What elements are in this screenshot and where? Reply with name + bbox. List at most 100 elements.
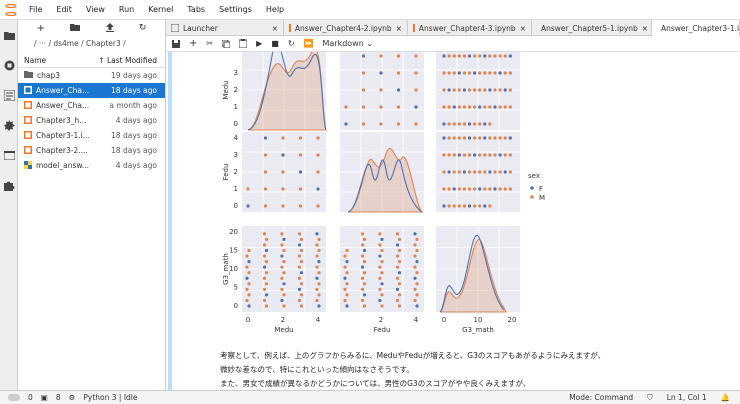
scatter-point xyxy=(362,271,367,275)
tab-label: Answer_Chapter4-2.ipynb xyxy=(294,23,392,33)
tab-answer-chapter4-2[interactable]: Answer_Chapter4-2.ipynb × xyxy=(284,20,408,36)
scatter-point xyxy=(413,265,417,269)
scatter-point xyxy=(473,136,477,140)
scatter-point xyxy=(297,276,302,280)
tab-answer-chapter4-3[interactable]: Answer_Chapter4-3.ipynb × xyxy=(408,20,532,36)
notebook-area[interactable]: Medu Fedu G3_math 0 1 2 3 0 1 2 3 4 0 5 10 15 20 0 2 4 2 4 0 10… xyxy=(166,52,740,390)
run-icon[interactable]: ▶ xyxy=(256,39,263,48)
save-icon[interactable] xyxy=(172,39,180,48)
file-name: Answer_Cha... xyxy=(24,100,109,111)
scatter-point xyxy=(362,248,367,253)
scatter-point xyxy=(245,254,249,258)
menu-settings[interactable]: Settings xyxy=(219,4,252,14)
scatter-point xyxy=(315,232,319,236)
tab-answer-chapter3-1[interactable]: Answer_Chapter3-1.ipynb xyxy=(652,20,740,36)
scatter-point xyxy=(457,170,461,174)
close-icon[interactable]: × xyxy=(641,23,649,33)
close-icon[interactable]: × xyxy=(395,23,402,33)
scatter-point xyxy=(395,243,400,247)
scatter-point xyxy=(503,153,507,157)
commands-icon[interactable] xyxy=(0,80,18,110)
running-icon[interactable] xyxy=(0,50,18,80)
tabs-icon[interactable] xyxy=(0,140,18,170)
menu-view[interactable]: View xyxy=(85,4,105,14)
file-list-item[interactable]: model_answ... 4 days ago xyxy=(18,158,165,173)
scatter-point xyxy=(462,187,466,191)
scatter-point xyxy=(483,54,487,58)
scatter-point xyxy=(442,204,446,208)
tab-launcher[interactable]: Launcher × xyxy=(166,20,284,36)
paste-icon[interactable] xyxy=(239,39,248,48)
file-list-item[interactable]: chap3 19 days ago xyxy=(18,68,165,83)
scatter-point xyxy=(473,88,477,92)
menu-help[interactable]: Help xyxy=(265,4,285,14)
stop-icon[interactable]: ■ xyxy=(271,39,279,48)
menu-file[interactable]: File xyxy=(29,4,43,14)
tab-answer-chapter5-1[interactable]: Answer_Chapter5-1.ipynb × xyxy=(532,20,652,36)
close-icon[interactable]: × xyxy=(271,23,278,33)
scatter-point xyxy=(316,204,320,208)
menu-run[interactable]: Run xyxy=(118,4,135,14)
property-inspector-icon[interactable] xyxy=(0,110,18,140)
cut-icon[interactable]: ✂ xyxy=(206,39,214,48)
upload-icon[interactable] xyxy=(105,22,114,34)
scatter-point xyxy=(483,122,487,126)
scatter-point xyxy=(344,105,348,109)
x-axis-label: Fedu xyxy=(374,326,391,334)
cursor-position[interactable]: Ln 1, Col 1 xyxy=(666,393,707,402)
close-icon[interactable]: × xyxy=(519,23,526,33)
scatter-point xyxy=(467,88,472,92)
column-modified-header[interactable]: ↑ Last Modified xyxy=(98,56,157,65)
scatter-point xyxy=(457,136,461,140)
markdown-line-1: 考察として、例えば、上のグラフからみるに、MeduやFeduが増えると、G3のス… xyxy=(220,351,606,360)
scatter-point xyxy=(297,287,302,291)
folder-icon[interactable] xyxy=(0,20,18,50)
menu-bar: File Edit View Run Kernel Tabs Settings … xyxy=(0,0,740,20)
menu-kernel[interactable]: Kernel xyxy=(148,4,174,14)
new-launcher-button[interactable]: + xyxy=(36,22,46,34)
scatter-point xyxy=(299,248,304,253)
scatter-point xyxy=(493,71,497,75)
y-tick-label: 3 xyxy=(234,69,238,77)
scatter-point xyxy=(447,71,451,75)
file-list-item[interactable]: Answer_Cha... 18 days ago xyxy=(18,83,165,98)
scatter-point xyxy=(452,54,456,58)
breadcrumb[interactable]: / ··· / ds4me / Chapter3 / xyxy=(34,38,126,48)
scatter-point xyxy=(395,254,400,258)
file-modified: 18 days ago xyxy=(111,131,157,140)
scatter-point xyxy=(414,105,418,109)
menu-edit[interactable]: Edit xyxy=(56,4,72,14)
legend-marker xyxy=(530,186,534,190)
active-cell-indicator xyxy=(168,52,172,390)
scatter-point xyxy=(457,88,461,92)
scatter-point xyxy=(263,187,268,191)
scatter-point xyxy=(345,304,349,308)
simple-mode-toggle[interactable] xyxy=(8,394,20,401)
restart-icon[interactable]: ↻ xyxy=(287,39,295,48)
extension-puzzle-icon[interactable] xyxy=(0,170,18,200)
scatter-point xyxy=(397,237,402,241)
scatter-point xyxy=(462,88,466,92)
scatter-point xyxy=(488,88,492,92)
cell-type-select[interactable]: Markdown ⌄ xyxy=(322,39,373,48)
file-list-item[interactable]: Chapter3-2.... 18 days ago xyxy=(18,143,165,158)
file-list-item[interactable]: Chapter3_h... 4 days ago xyxy=(18,113,165,128)
fast-forward-icon[interactable]: ⏩ xyxy=(303,39,314,48)
y-tick-label: 1 xyxy=(234,103,238,111)
scatter-point xyxy=(493,54,497,58)
scatter-point xyxy=(462,204,466,208)
kernel-status[interactable]: Python 3 | Idle xyxy=(83,393,138,402)
scatter-point xyxy=(362,293,367,297)
menu-tabs[interactable]: Tabs xyxy=(187,4,206,14)
scatter-point xyxy=(297,265,302,269)
new-folder-icon[interactable] xyxy=(70,23,81,33)
refresh-icon[interactable]: ↻ xyxy=(138,23,147,33)
scatter-point xyxy=(508,170,512,174)
insert-cell-button[interactable]: + xyxy=(189,38,198,49)
notification-bell-icon[interactable]: 🔔 xyxy=(720,393,730,402)
copy-icon[interactable] xyxy=(222,39,231,48)
scatter-point xyxy=(361,122,366,126)
column-name-header[interactable]: Name xyxy=(24,56,47,65)
file-list-item[interactable]: Chapter3-1.i... 18 days ago xyxy=(18,128,165,143)
file-list-item[interactable]: Answer_Cha... a month ago xyxy=(18,98,165,113)
